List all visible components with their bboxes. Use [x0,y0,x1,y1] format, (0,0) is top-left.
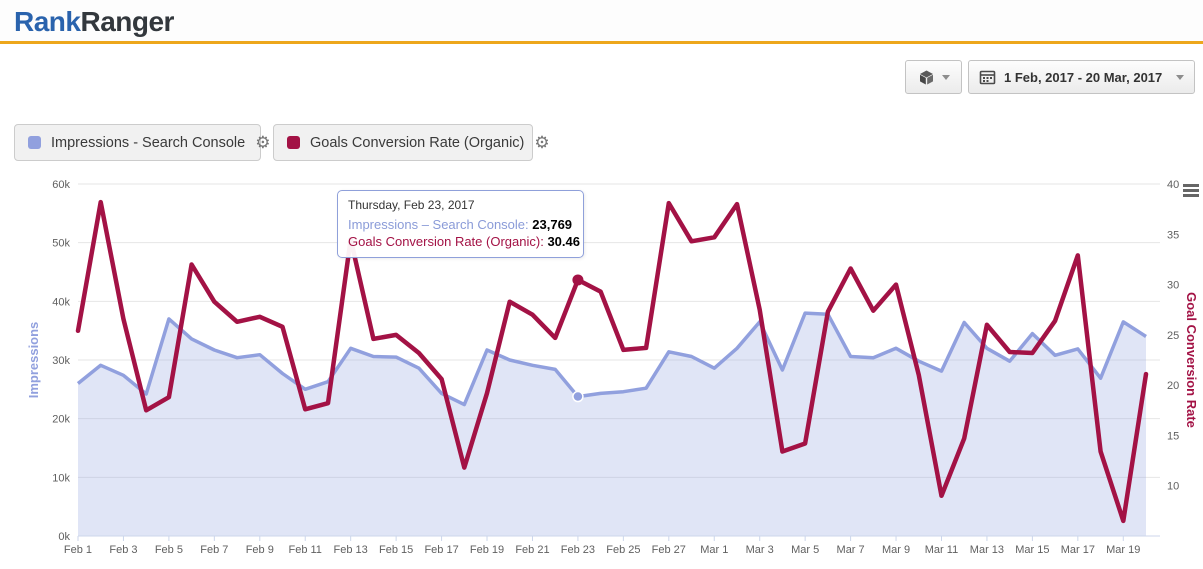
right-axis-tick-label: 20 [1167,380,1179,392]
date-range-picker[interactable]: 1 Feb, 2017 - 20 Mar, 2017 [968,60,1195,94]
tooltip-row-conversion: Goals Conversion Rate (Organic): 30.46 [348,234,580,249]
x-axis-label: Mar 19 [1106,544,1140,556]
chart-area[interactable]: 0k 10k 20k 30k 40k 50k 60k 10 15 20 25 30 35 40 Feb 1 F… [0,170,1203,568]
x-axis-label: Feb 13 [334,544,368,556]
left-axis-title: Impressions [26,322,41,399]
x-axis-label: Feb 19 [470,544,504,556]
gear-icon[interactable]: ⚙ [534,133,550,152]
x-axis-label: Mar 13 [970,544,1004,556]
x-axis-label: Feb 17 [424,544,458,556]
rankranger-logo[interactable]: RankRanger [14,6,174,38]
legend-item-conversion-rate[interactable]: Goals Conversion Rate (Organic) ⚙ [273,124,550,161]
cube-icon [919,70,933,84]
x-axis-label: Feb 1 [64,544,92,556]
app-header: RankRanger [0,0,1203,44]
logo-part-rank: Rank [14,6,81,37]
x-axis-label: Feb 11 [289,544,322,556]
chevron-down-icon [941,74,950,80]
x-axis-label: Feb 3 [109,544,137,556]
conversion-marker [572,274,584,286]
left-axis-tick-label: 0k [58,531,70,543]
calendar-icon [979,70,996,85]
right-axis-tick-label: 40 [1167,179,1179,191]
legend-item-impressions[interactable]: Impressions - Search Console ⚙ [14,124,270,161]
tooltip-date: Thursday, Feb 23, 2017 [348,198,475,212]
impressions-line [76,311,1147,407]
right-axis-tick-label: 10 [1167,481,1179,493]
x-axis-label: Feb 9 [246,544,274,556]
left-axis-tick-label: 10k [52,472,70,484]
right-axis-tick-label: 35 [1167,229,1179,241]
chart-svg[interactable]: 0k 10k 20k 30k 40k 50k 60k 10 15 20 25 30 35 40 Feb 1 F… [0,170,1203,568]
impressions-marker [572,390,584,403]
left-axis-tick-label: 40k [52,296,70,308]
conversion-color-swatch [287,136,300,149]
legend-label-conversion-rate: Goals Conversion Rate (Organic) [310,134,525,151]
right-axis-title: Goal Conversion Rate [1184,292,1199,428]
tooltip-impressions-value: 23,769 [532,217,573,232]
conversion-line [75,199,1149,524]
tooltip-conversion-value: 30.46 [547,234,580,249]
x-axis-label: Mar 3 [746,544,774,556]
chart-menu-icon[interactable] [1183,184,1199,199]
x-axis-label: Feb 7 [200,544,228,556]
widget-options-button[interactable] [905,60,962,94]
left-axis-tick-label: 60k [52,179,70,191]
x-axis-label: Feb 27 [652,544,686,556]
x-axis-label: Mar 17 [1061,544,1095,556]
logo-part-ranger: Ranger [80,6,174,37]
x-axis-label: Mar 9 [882,544,910,556]
left-axis-tick-label: 50k [52,238,70,250]
x-axis-label: Mar 5 [791,544,819,556]
x-axis-label: Feb 25 [606,544,640,556]
x-axis-label: Feb 23 [561,544,595,556]
impressions-area [78,313,1146,536]
impressions-color-swatch [28,136,41,149]
gear-icon[interactable]: ⚙ [255,133,271,152]
legend-label-impressions: Impressions - Search Console [51,134,246,151]
right-axis-tick-label: 30 [1167,280,1179,292]
left-axis-tick-label: 30k [52,355,70,367]
left-axis-tick-label: 20k [52,414,70,426]
x-axis-label: Mar 7 [837,544,865,556]
x-axis-label: Feb 15 [379,544,413,556]
x-axis-label: Mar 1 [700,544,728,556]
x-axis-label: Mar 11 [925,544,958,556]
date-range-label: 1 Feb, 2017 - 20 Mar, 2017 [1004,69,1163,85]
x-axis-label: Feb 21 [515,544,549,556]
chart-tooltip: Thursday, Feb 23, 2017 Impressions – Sea… [337,190,584,258]
x-axis-label: Feb 5 [155,544,183,556]
x-axis-label: Mar 15 [1015,544,1049,556]
tooltip-row-impressions: Impressions – Search Console: 23,769 [348,217,573,232]
right-axis-tick-label: 15 [1167,430,1179,442]
right-axis-tick-label: 25 [1167,330,1179,342]
chevron-down-icon [1176,74,1184,80]
